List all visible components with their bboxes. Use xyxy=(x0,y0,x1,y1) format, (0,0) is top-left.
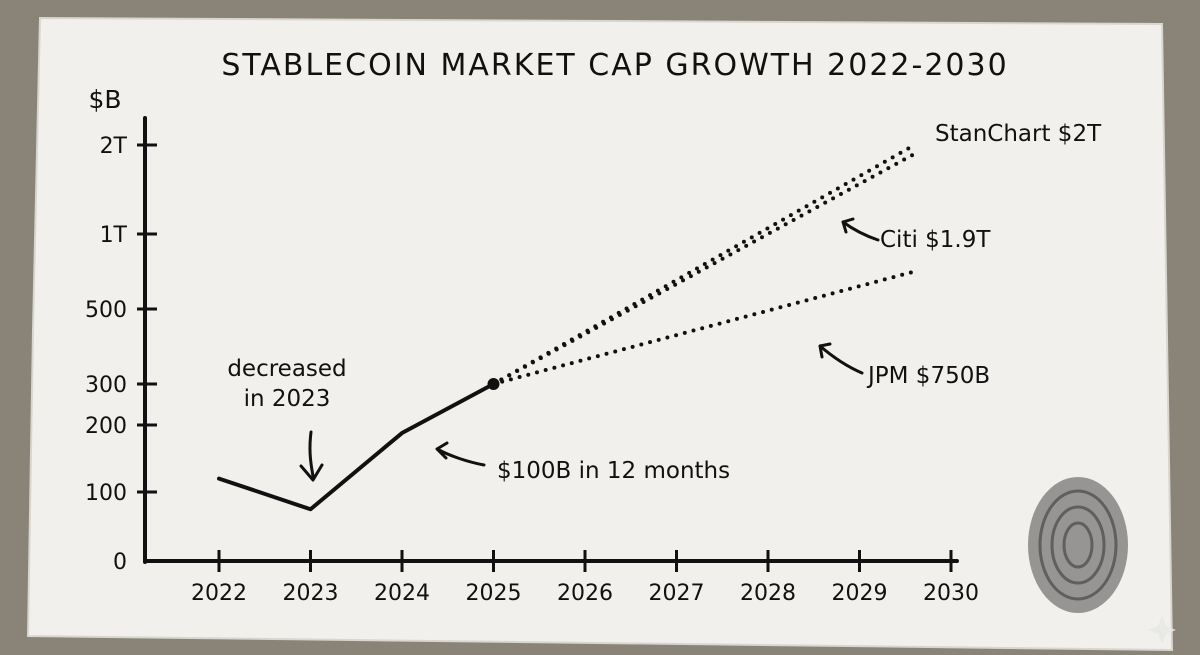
paper xyxy=(26,16,1174,652)
x-tick-label: 2027 xyxy=(649,581,705,606)
annotation-text: decreased xyxy=(227,356,346,382)
x-tick-label: 2030 xyxy=(923,581,979,606)
actual-series-line xyxy=(217,382,496,512)
forecast-series-line xyxy=(491,151,917,386)
x-tick-label: 2025 xyxy=(466,581,522,606)
chart-title: STABLECOIN MARKET CAP GROWTH 2022-2030 xyxy=(221,48,1008,83)
y-tick-label: 100 xyxy=(85,481,127,506)
junction-point xyxy=(487,378,500,390)
annotation-arrow xyxy=(299,430,324,482)
y-axis-label: $B xyxy=(88,85,121,114)
annotation-text: $100B in 12 months xyxy=(497,458,730,484)
annotation-text: JPM $750B xyxy=(866,363,990,389)
fingerprint-smudge xyxy=(1028,477,1128,613)
annotation-text: StanChart $2T xyxy=(935,121,1102,147)
x-tick-label: 2028 xyxy=(740,581,796,606)
y-tick-label: 200 xyxy=(85,414,127,439)
annotation-text: in 2023 xyxy=(244,386,331,412)
y-tick-group: 0 100 200 300 500 1T 2T xyxy=(85,134,157,575)
x-tick-label: 2026 xyxy=(557,581,613,606)
y-tick-label: 500 xyxy=(85,298,127,323)
annotation-arrow xyxy=(818,342,864,375)
y-tick-label: 0 xyxy=(113,550,127,575)
x-tick-label: 2029 xyxy=(832,581,888,606)
x-tick-label: 2023 xyxy=(283,581,339,606)
x-tick-group: 2022 2023 2024 2025 2026 2027 2028 2029 2030 xyxy=(191,550,979,606)
annotation-group: decreased in 2023 $100B in 12 months StanCh… xyxy=(227,121,1102,484)
forecast-series-line xyxy=(491,269,917,386)
x-tick-label: 2024 xyxy=(374,581,430,606)
annotation-arrow xyxy=(435,441,486,467)
annotation-arrow xyxy=(841,217,880,242)
series-group xyxy=(217,143,917,512)
annotation-text: Citi $1.9T xyxy=(880,227,991,253)
y-tick-label: 300 xyxy=(85,373,127,398)
y-tick-label: 2T xyxy=(100,134,128,159)
sparkle-icon xyxy=(1148,616,1176,644)
x-tick-label: 2022 xyxy=(191,581,247,606)
y-tick-label: 1T xyxy=(100,223,128,248)
